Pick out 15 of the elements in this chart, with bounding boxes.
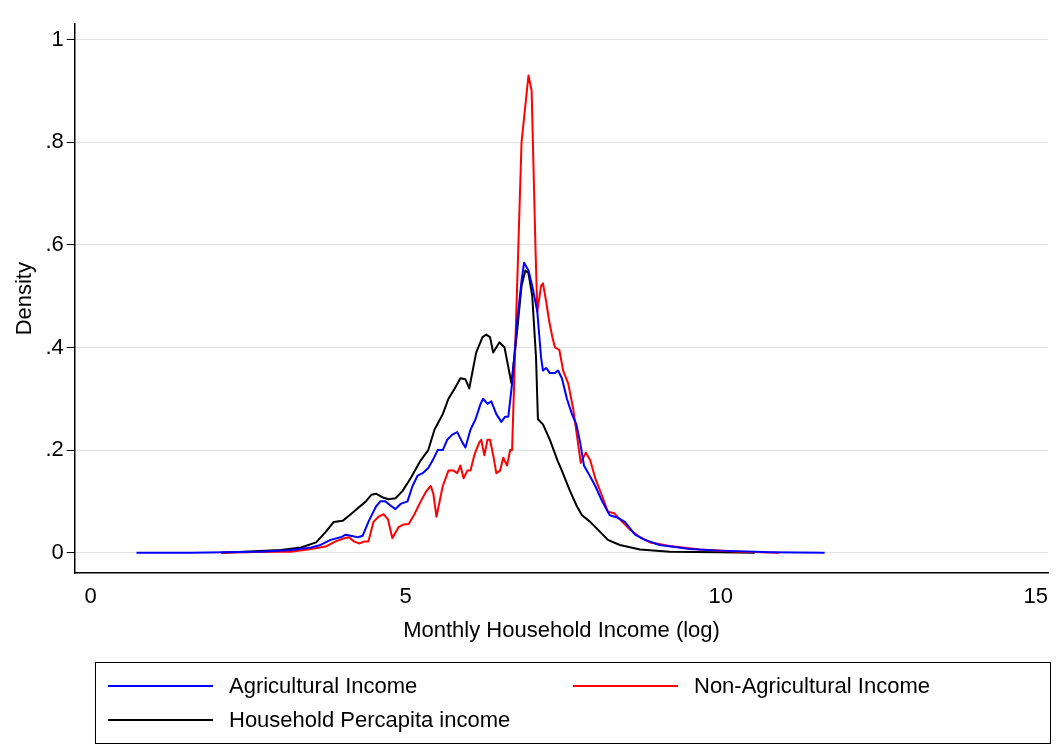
legend-label: Household Percapita income bbox=[229, 707, 511, 733]
x-tick-label: 15 bbox=[1023, 583, 1049, 609]
y-tick-label: .2 bbox=[45, 436, 64, 462]
legend-label: Agricultural Income bbox=[229, 673, 418, 699]
x-tick-label: 10 bbox=[708, 583, 733, 609]
y-axis-title: Density bbox=[11, 262, 37, 336]
y-tick-label: 0 bbox=[51, 538, 64, 564]
y-tick-label: .8 bbox=[45, 128, 64, 154]
x-tick-label: 0 bbox=[84, 583, 97, 609]
legend-label: Non-Agricultural Income bbox=[694, 673, 930, 699]
y-tick-label: .4 bbox=[45, 333, 64, 359]
y-tick-label: 1 bbox=[51, 25, 64, 51]
x-tick-label: 5 bbox=[399, 583, 412, 609]
y-tick-label: .6 bbox=[45, 230, 64, 256]
x-axis-title: Monthly Household Income (log) bbox=[403, 616, 720, 642]
